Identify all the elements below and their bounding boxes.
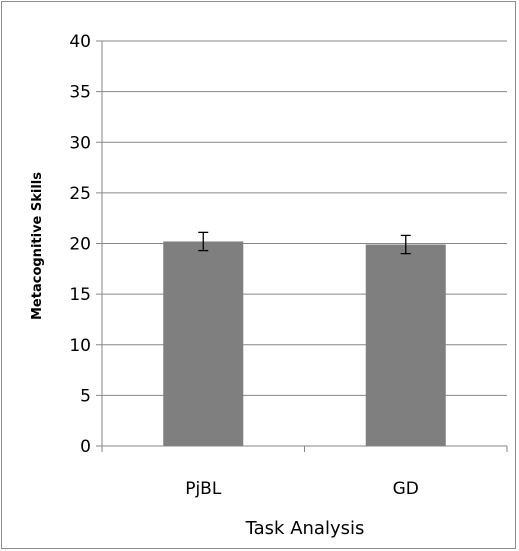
y-tick-label-0: 0: [80, 437, 91, 457]
error-bar-gd: [400, 234, 411, 255]
y-tick-label-10: 10: [69, 336, 91, 356]
y-tick-label-5: 5: [80, 386, 91, 406]
y-tick-label-15: 15: [69, 285, 91, 305]
y-tick-label-40: 40: [69, 32, 91, 52]
y-axis-title: Metacognitive Skills: [30, 172, 45, 320]
bars: [163, 241, 446, 446]
x-tick-label-gd: GD: [393, 479, 419, 499]
x-axis-title: Task Analysis: [245, 518, 365, 539]
x-tick-label-pjbl: PjBL: [185, 479, 222, 499]
y-tick-label-30: 30: [69, 133, 91, 153]
axes: [96, 40, 508, 452]
error-bar-pjbl: [198, 231, 209, 252]
bar-gd: [365, 244, 446, 446]
y-tick-label-25: 25: [69, 184, 91, 204]
y-tick-label-20: 20: [69, 235, 91, 255]
gridlines: [102, 40, 507, 396]
bar-pjbl: [163, 241, 244, 446]
y-tick-label-35: 35: [69, 83, 91, 103]
error-bars: [198, 231, 411, 255]
tick-labels: 0 5 10 15 20 25 30 35 40 PjBL GD: [69, 32, 419, 499]
